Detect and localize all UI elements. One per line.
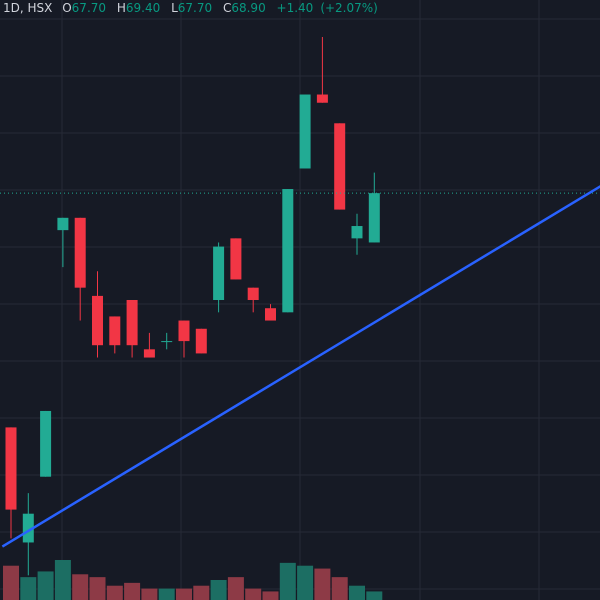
volume-bar xyxy=(210,580,227,600)
candle-body xyxy=(5,427,17,510)
exchange-label: HSX xyxy=(27,1,53,15)
candle-body xyxy=(351,226,363,239)
close-value: 68.90 xyxy=(231,1,266,15)
close-label: C xyxy=(222,1,232,15)
volume-bar xyxy=(262,591,279,600)
candle-body xyxy=(178,320,190,342)
volume-bar xyxy=(54,560,71,600)
symbol-info[interactable]: 1D, HSX xyxy=(3,1,53,15)
candle-body xyxy=(22,513,34,543)
change-percent: (+2.07%) xyxy=(320,1,378,15)
low-label: L xyxy=(171,1,178,15)
volume-bar xyxy=(89,577,106,600)
trendline[interactable] xyxy=(1,181,600,548)
candle-body xyxy=(213,246,225,300)
candle-body xyxy=(282,189,294,313)
interval-label: 1D xyxy=(3,1,20,15)
candle-body xyxy=(230,238,242,280)
volume-bar xyxy=(158,588,175,600)
candle-body xyxy=(74,217,86,288)
candle-body xyxy=(161,341,173,343)
candle-body xyxy=(57,217,69,231)
volume-bar xyxy=(124,582,141,600)
candle-body xyxy=(368,193,380,243)
volume-bar xyxy=(3,565,19,600)
high-value: 69.40 xyxy=(125,1,161,15)
candle-body xyxy=(265,308,276,321)
change-value: +1.40 xyxy=(276,1,314,15)
ohlc-legend: 1D, HSX O67.70 H69.40 L67.70 C68.90 +1.4… xyxy=(0,0,385,16)
volume-bar xyxy=(20,577,37,600)
volume-bar xyxy=(141,588,158,600)
candle-body xyxy=(247,287,259,300)
candle-body xyxy=(92,295,103,346)
volume-bar xyxy=(297,565,314,600)
candle-body xyxy=(40,410,52,477)
candlesticks[interactable] xyxy=(5,36,380,576)
volume-bar xyxy=(193,585,210,600)
high-label: H xyxy=(116,1,126,15)
candle-body xyxy=(143,349,155,358)
volume-bar xyxy=(245,588,262,600)
volume-bar xyxy=(227,577,244,600)
candle-body xyxy=(334,123,346,210)
volume-bar xyxy=(366,591,383,600)
volume-bar xyxy=(106,585,123,600)
volume-bar xyxy=(279,562,296,600)
volume-bar xyxy=(349,585,365,600)
volume-bar xyxy=(331,577,348,600)
low-value: 67.70 xyxy=(177,1,213,15)
open-value: 67.70 xyxy=(71,1,107,15)
volume-bar xyxy=(72,574,89,600)
candle-body xyxy=(109,316,121,346)
volume-bar xyxy=(37,571,54,600)
candle-body xyxy=(299,94,311,169)
volume-bars xyxy=(3,560,383,600)
open-label: O xyxy=(62,1,72,15)
candle-body xyxy=(126,300,138,346)
volume-bar xyxy=(176,588,192,600)
candle-body xyxy=(316,94,328,103)
volume-bar xyxy=(314,568,331,600)
candle-body xyxy=(195,328,207,354)
